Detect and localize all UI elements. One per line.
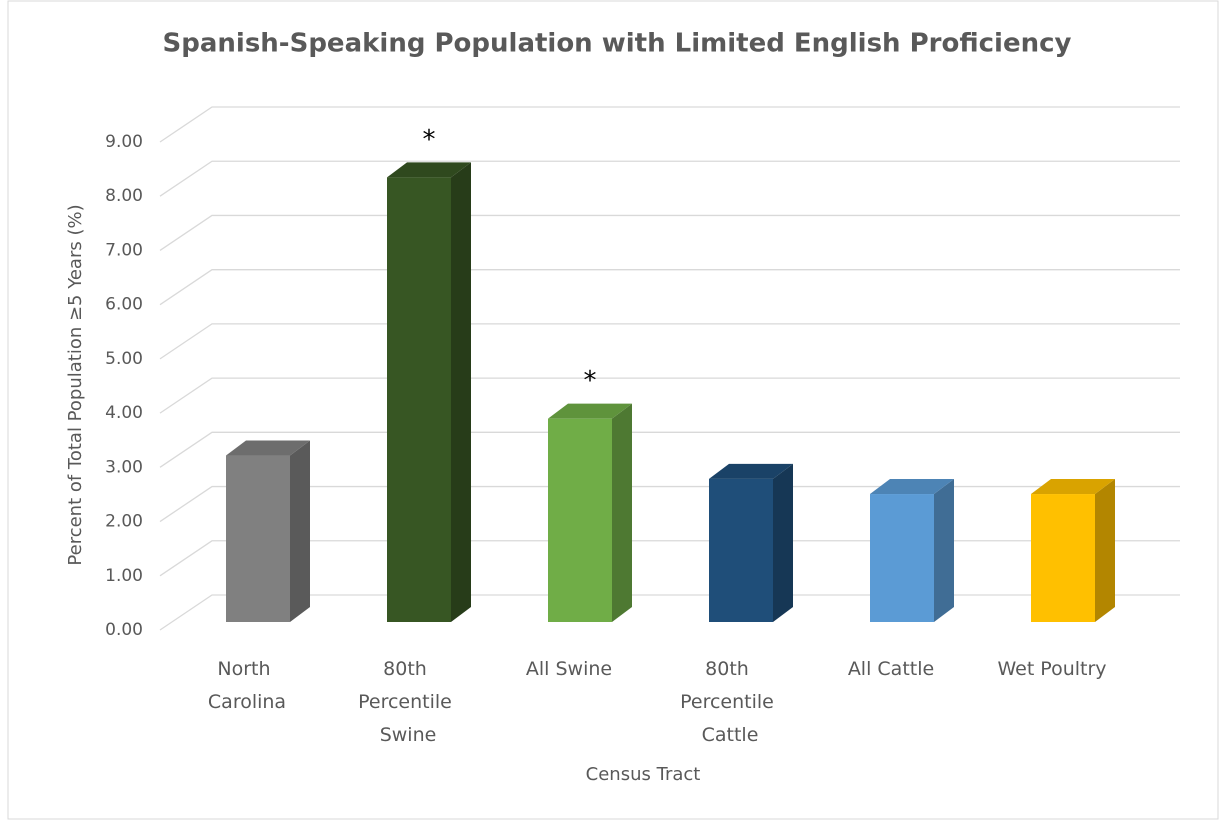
y-axis-title: Percent of Total Population ≥5 Years (%) bbox=[65, 204, 86, 565]
y-tick-label: 1.00 bbox=[105, 566, 143, 586]
y-tick-label: 7.00 bbox=[105, 240, 143, 260]
bar-side bbox=[612, 403, 632, 622]
grid-line bbox=[159, 214, 1180, 251]
bar-top bbox=[1031, 479, 1115, 495]
bar-side bbox=[451, 162, 471, 622]
grid-line bbox=[159, 160, 1180, 197]
grid-line bbox=[159, 377, 1180, 414]
bar bbox=[548, 418, 612, 622]
grid-line bbox=[159, 431, 1180, 468]
x-tick-label: North Carolina bbox=[208, 658, 286, 713]
chart-title: Spanish-Speaking Population with Limited… bbox=[163, 29, 1072, 59]
bar-side bbox=[773, 463, 793, 622]
annotation: * bbox=[423, 125, 436, 155]
x-tick-label: Wet Poultry bbox=[997, 658, 1106, 680]
y-tick-label: 3.00 bbox=[105, 457, 143, 477]
bar-top bbox=[387, 162, 471, 178]
bar bbox=[226, 455, 290, 622]
y-tick-label: 0.00 bbox=[105, 620, 143, 640]
y-tick-label: 9.00 bbox=[105, 132, 143, 152]
bar-side bbox=[934, 479, 954, 622]
grid-line bbox=[159, 594, 1180, 631]
annotation: * bbox=[584, 366, 597, 396]
x-tick-label: 80th Percentile Cattle bbox=[680, 658, 780, 746]
grid-line bbox=[159, 485, 1180, 523]
x-tick-label: 80th Percentile Swine bbox=[358, 658, 458, 746]
x-tick-label: All Cattle bbox=[848, 658, 934, 680]
bar bbox=[870, 494, 934, 622]
grid-line bbox=[159, 106, 1180, 143]
bar bbox=[1031, 494, 1095, 622]
grid-line bbox=[159, 323, 1180, 360]
bar-top bbox=[548, 403, 632, 419]
bar-top bbox=[870, 479, 954, 495]
bar-top bbox=[226, 440, 310, 456]
y-tick-label: 4.00 bbox=[105, 403, 143, 423]
y-tick-label: 5.00 bbox=[105, 349, 143, 369]
bar-side bbox=[1095, 479, 1115, 622]
bar bbox=[709, 478, 773, 622]
bar-side bbox=[290, 440, 310, 622]
bar bbox=[387, 177, 451, 622]
bar-top bbox=[709, 463, 793, 479]
grid-line bbox=[159, 540, 1180, 577]
grid-line bbox=[159, 269, 1180, 306]
y-tick-label: 6.00 bbox=[105, 295, 143, 315]
y-tick-label: 8.00 bbox=[105, 186, 143, 206]
x-axis-title: Census Tract bbox=[586, 764, 701, 785]
x-tick-label: All Swine bbox=[526, 658, 612, 680]
y-tick-label: 2.00 bbox=[105, 512, 143, 532]
